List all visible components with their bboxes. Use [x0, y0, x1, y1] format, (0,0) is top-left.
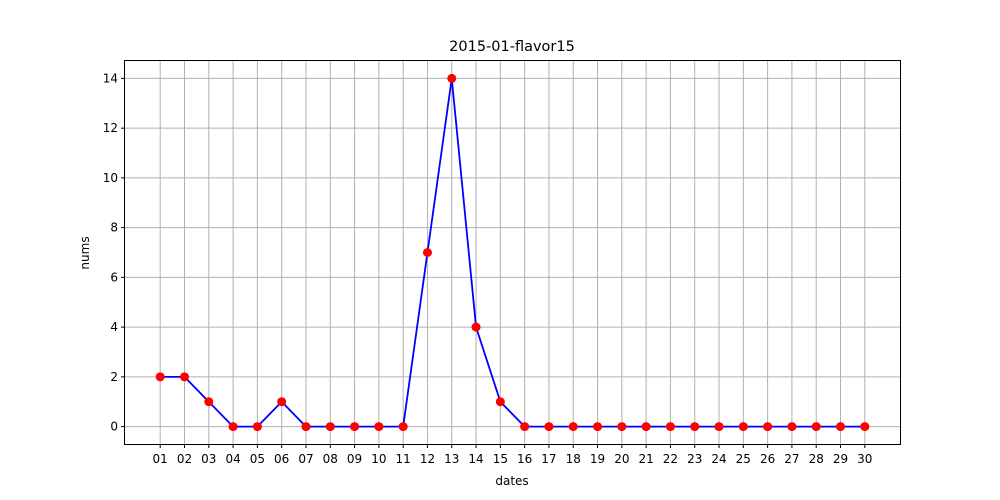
grid [125, 61, 900, 444]
x-tick-label: 16 [517, 452, 532, 466]
data-point [665, 422, 675, 432]
x-tick-label: 05 [250, 452, 265, 466]
x-tick-label: 06 [274, 452, 289, 466]
x-tick-label: 13 [444, 452, 459, 466]
data-point [714, 422, 724, 432]
series-layer [155, 73, 870, 432]
y-axis-label: nums [78, 236, 92, 269]
x-tick-label: 28 [809, 452, 824, 466]
x-tick-label: 23 [687, 452, 702, 466]
data-point [325, 422, 335, 432]
data-point [593, 422, 603, 432]
data-point [811, 422, 821, 432]
data-point [860, 422, 870, 432]
x-tick-label: 03 [201, 452, 216, 466]
data-point [252, 422, 262, 432]
x-tick-label: 17 [541, 452, 556, 466]
data-point [763, 422, 773, 432]
data-point [277, 397, 287, 407]
plot-frame [124, 60, 901, 445]
y-tick-label: 12 [103, 121, 118, 135]
data-point [155, 372, 165, 382]
y-tick-label: 6 [110, 270, 118, 284]
data-point [204, 397, 214, 407]
x-tick-label: 30 [857, 452, 872, 466]
x-tick-label: 27 [784, 452, 799, 466]
data-point [495, 397, 505, 407]
data-point [471, 322, 481, 332]
x-axis-label: dates [495, 474, 528, 488]
x-tick-label: 20 [614, 452, 629, 466]
series-line [160, 77, 865, 428]
x-tick-label: 21 [638, 452, 653, 466]
data-point [398, 422, 408, 432]
data-point [520, 422, 530, 432]
y-tick-label: 8 [110, 221, 118, 235]
data-point [350, 422, 360, 432]
x-tick-label: 15 [493, 452, 508, 466]
data-point [787, 422, 797, 432]
chart-title: 2015-01-flavor15 [449, 39, 575, 55]
x-tick-label: 29 [833, 452, 848, 466]
data-point [617, 422, 627, 432]
x-tick-label: 24 [711, 452, 726, 466]
data-point [179, 372, 189, 382]
axes: 01 02 03 04 05 06 07 08 09 10 11 12 13 14 15 16 17 18 19 20… [103, 71, 873, 466]
data-point [641, 422, 651, 432]
x-tick-label: 02 [177, 452, 192, 466]
x-tick-label: 18 [566, 452, 581, 466]
x-tick-label: 22 [663, 452, 678, 466]
y-tick-label: 10 [103, 171, 118, 185]
data-point [836, 422, 846, 432]
data-point [690, 422, 700, 432]
x-tick-label: 10 [371, 452, 386, 466]
x-tick-label: 14 [468, 452, 483, 466]
x-tick-label: 19 [590, 452, 605, 466]
x-tick-label: 04 [225, 452, 240, 466]
data-point [301, 422, 311, 432]
x-tick-label: 26 [760, 452, 775, 466]
data-point [568, 422, 578, 432]
x-tick-label: 09 [347, 452, 362, 466]
data-point [422, 248, 432, 257]
x-tick-label: 01 [153, 452, 168, 466]
x-tick-label: 12 [420, 452, 435, 466]
data-point [447, 73, 457, 83]
x-tick-label: 11 [396, 452, 411, 466]
x-tick-label: 25 [736, 452, 751, 466]
x-tick-label: 07 [298, 452, 313, 466]
data-point [544, 422, 554, 432]
y-tick-label: 4 [110, 320, 118, 334]
data-point [228, 422, 238, 432]
x-tick-label: 08 [323, 452, 338, 466]
y-tick-label: 14 [103, 71, 118, 85]
y-tick-label: 0 [110, 420, 118, 434]
data-point [738, 422, 748, 432]
data-point [374, 422, 384, 432]
y-tick-label: 2 [110, 370, 118, 384]
